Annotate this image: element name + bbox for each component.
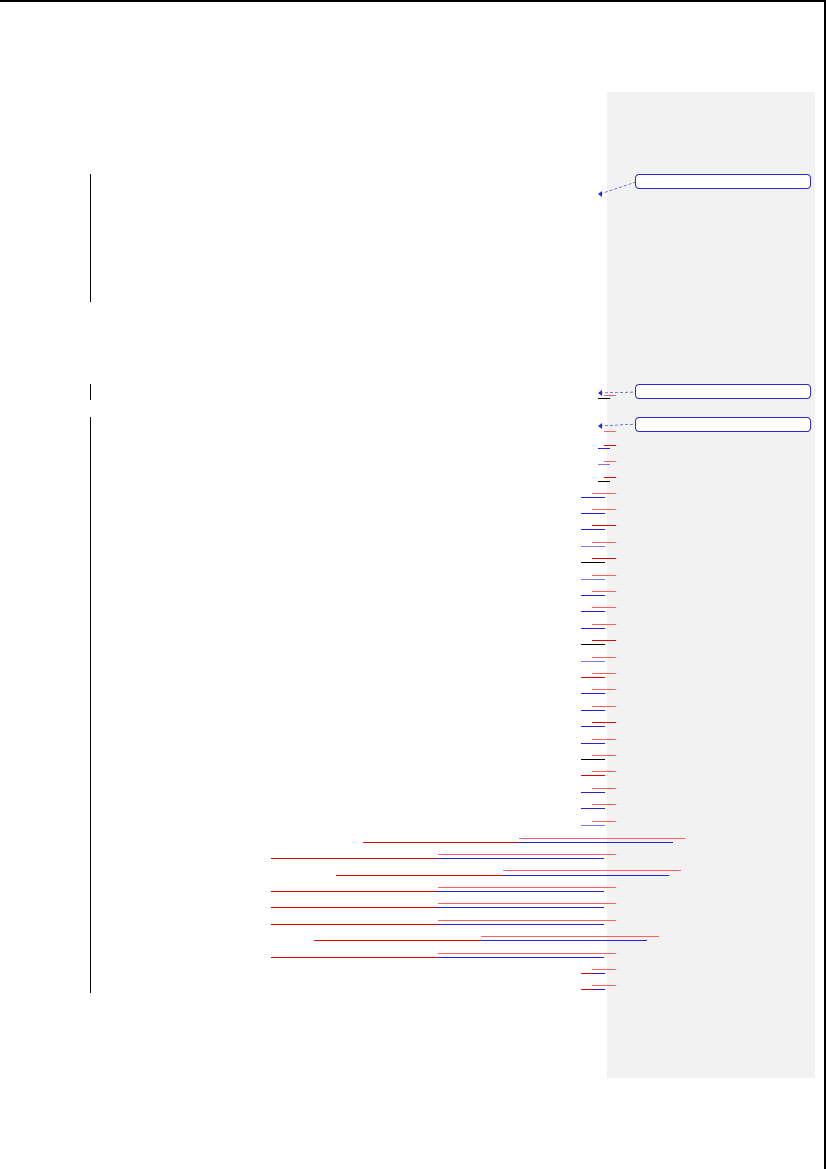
deletion-mark bbox=[336, 875, 503, 876]
deletion-mark bbox=[592, 558, 616, 559]
comment-balloon[interactable] bbox=[635, 417, 811, 432]
deletion-mark bbox=[604, 395, 616, 396]
insertion-mark bbox=[581, 546, 605, 547]
insertion-mark bbox=[581, 497, 605, 498]
insertion-mark bbox=[581, 743, 605, 744]
deletion-mark bbox=[592, 542, 616, 543]
deletion-mark bbox=[438, 854, 616, 855]
deletion-mark bbox=[604, 431, 616, 432]
insertion-mark bbox=[581, 825, 605, 826]
deletion-mark bbox=[438, 920, 616, 921]
insertion-mark bbox=[598, 448, 610, 449]
deletion-mark bbox=[592, 804, 616, 805]
insertion-mark bbox=[481, 940, 647, 941]
insertion-mark bbox=[518, 842, 673, 843]
insertion-mark bbox=[598, 464, 610, 465]
deletion-mark bbox=[592, 755, 616, 756]
page-right-border bbox=[824, 0, 826, 1169]
deletion-mark bbox=[592, 739, 616, 740]
deletion-mark bbox=[592, 591, 616, 592]
insertion-mark bbox=[598, 398, 610, 399]
deletion-mark bbox=[271, 957, 438, 958]
deletion-mark bbox=[592, 985, 616, 986]
insertion-mark bbox=[581, 513, 605, 514]
deletion-mark bbox=[271, 907, 438, 908]
deletion-mark bbox=[592, 788, 616, 789]
deletion-mark bbox=[581, 677, 605, 678]
deletion-mark bbox=[592, 525, 616, 526]
deletion-mark bbox=[604, 461, 616, 462]
deletion-mark bbox=[581, 775, 605, 776]
insertion-mark bbox=[581, 611, 605, 612]
deletion-mark bbox=[519, 838, 685, 839]
insertion-mark bbox=[581, 792, 605, 793]
insertion-mark bbox=[581, 579, 605, 580]
deletion-mark bbox=[438, 953, 616, 954]
change-bar bbox=[90, 174, 91, 302]
deletion-mark bbox=[438, 903, 616, 904]
deletion-mark bbox=[592, 673, 616, 674]
insertion-mark bbox=[503, 875, 669, 876]
insertion-mark bbox=[581, 710, 605, 711]
insertion-mark bbox=[438, 858, 604, 859]
insertion-mark bbox=[438, 891, 604, 892]
insertion-mark bbox=[581, 562, 605, 563]
deletion-mark bbox=[604, 477, 616, 478]
insertion-mark bbox=[581, 595, 605, 596]
insertion-mark bbox=[594, 989, 605, 990]
insertion-mark bbox=[581, 759, 605, 760]
deletion-mark bbox=[592, 624, 616, 625]
deletion-mark bbox=[592, 607, 616, 608]
deletion-mark bbox=[271, 891, 438, 892]
deletion-mark bbox=[604, 445, 616, 446]
insertion-mark bbox=[594, 973, 605, 974]
insertion-mark bbox=[581, 693, 605, 694]
deletion-mark bbox=[592, 509, 616, 510]
deletion-mark bbox=[592, 969, 616, 970]
deletion-mark bbox=[581, 973, 594, 974]
deletion-mark bbox=[592, 493, 616, 494]
insertion-mark bbox=[438, 924, 604, 925]
deletion-mark bbox=[581, 989, 594, 990]
insertion-mark bbox=[438, 957, 604, 958]
insertion-mark bbox=[438, 907, 604, 908]
insertion-mark bbox=[581, 644, 605, 645]
deletion-mark bbox=[503, 870, 681, 871]
deletion-mark bbox=[314, 940, 481, 941]
deletion-mark bbox=[592, 657, 616, 658]
insertion-mark bbox=[581, 726, 605, 727]
markup-pane bbox=[607, 92, 815, 1078]
deletion-mark bbox=[481, 936, 659, 937]
deletion-mark bbox=[438, 887, 616, 888]
comment-balloon[interactable] bbox=[635, 384, 811, 399]
deletion-mark bbox=[592, 706, 616, 707]
insertion-mark bbox=[581, 808, 605, 809]
deletion-mark bbox=[592, 575, 616, 576]
insertion-mark bbox=[581, 628, 605, 629]
change-bar bbox=[90, 384, 91, 400]
insertion-mark bbox=[581, 661, 605, 662]
deletion-mark bbox=[592, 722, 616, 723]
comment-balloon[interactable] bbox=[635, 174, 811, 189]
deletion-mark bbox=[592, 640, 616, 641]
deletion-mark bbox=[271, 924, 438, 925]
change-bar bbox=[90, 417, 91, 993]
deletion-mark bbox=[592, 821, 616, 822]
deletion-mark bbox=[592, 689, 616, 690]
deletion-mark bbox=[592, 771, 616, 772]
deletion-mark bbox=[271, 858, 438, 859]
deletion-mark bbox=[363, 842, 518, 843]
insertion-mark bbox=[598, 481, 610, 482]
insertion-mark bbox=[581, 529, 605, 530]
page-top-border bbox=[0, 0, 826, 2]
